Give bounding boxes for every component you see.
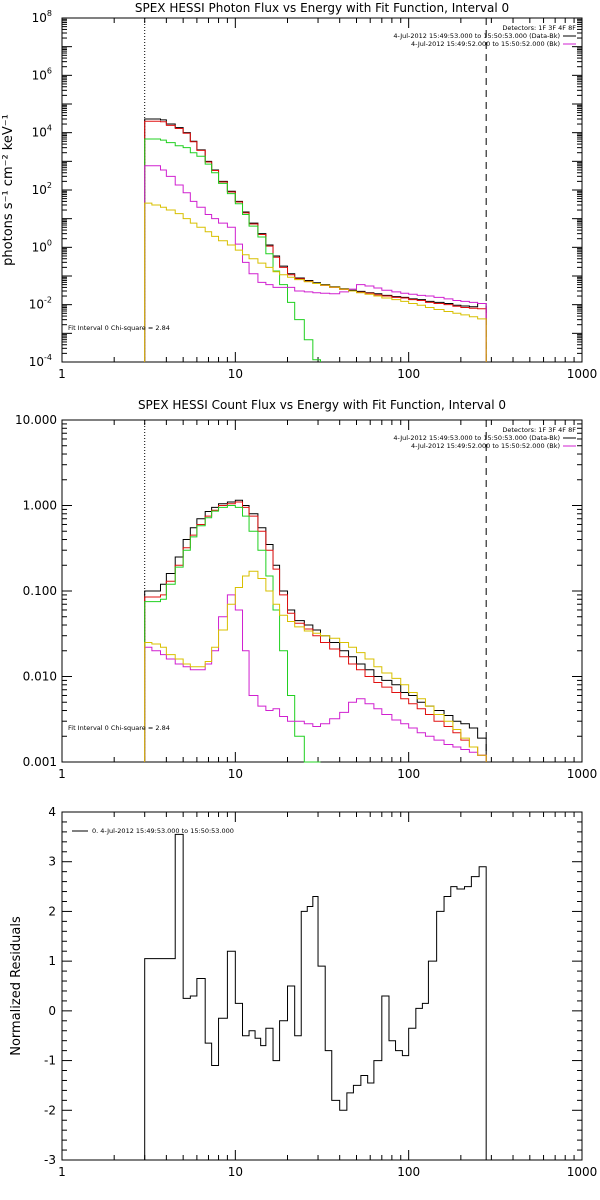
y-tick-label: -3 — [44, 1153, 56, 1167]
time-range-label: 4-Jul-2012 15:49:53.000 to 15:50:53.000 … — [393, 32, 560, 40]
series-line-3 — [144, 138, 321, 362]
x-tick-label: 10 — [228, 1165, 243, 1179]
x-tick-label: 100 — [397, 367, 420, 381]
y-tick-label: 4 — [48, 805, 56, 819]
y-tick-label: 10-2 — [29, 296, 52, 312]
series-line-4 — [144, 165, 487, 362]
fit-summary-label: Fit Interval 0 Chi-square = 2.84 — [68, 724, 170, 732]
series-line-2 — [144, 501, 487, 762]
x-tick-label: 100 — [397, 767, 420, 781]
plot-frame — [61, 419, 583, 763]
x-tick-label: 1000 — [567, 367, 598, 381]
series-line-3 — [144, 505, 321, 763]
y-tick-label: 0.001 — [23, 755, 57, 769]
y-tick-label: 10-4 — [29, 353, 52, 369]
y-tick-label: 0 — [48, 1004, 56, 1018]
x-tick-label: 1000 — [567, 1165, 598, 1179]
time-range-label: 4-Jul-2012 15:49:52.000 to 15:50:52.000 … — [411, 40, 560, 48]
series-line-5 — [144, 570, 487, 762]
y-tick-label: 104 — [32, 124, 52, 140]
y-tick-label: 2 — [48, 904, 56, 918]
y-tick-label: -2 — [44, 1103, 56, 1117]
y-tick-label: 0.010 — [23, 670, 57, 684]
series-line-1 — [144, 833, 487, 1160]
detectors-label: Detectors: 1F 3F 4F 8F — [502, 426, 576, 434]
plot-frame — [61, 811, 583, 1161]
y-tick-label: 1 — [48, 954, 56, 968]
y-tick-label: 106 — [32, 66, 52, 82]
x-tick-label: 1 — [58, 367, 66, 381]
y-tick-label: 0.100 — [23, 584, 57, 598]
series-line-1 — [144, 118, 487, 362]
series-line-5 — [144, 202, 487, 362]
x-tick-label: 10 — [228, 367, 243, 381]
y-tick-label: -1 — [44, 1054, 56, 1068]
y-tick-label: 108 — [32, 9, 52, 25]
x-tick-label: 100 — [397, 1165, 420, 1179]
series-line-4 — [144, 594, 487, 762]
detectors-label: Detectors: 1F 3F 4F 8F — [502, 24, 576, 32]
y-tick-label: 102 — [32, 181, 52, 197]
residuals-legend-label: 0. 4-Jul-2012 15:49:53.000 to 15:50:53.0… — [92, 827, 234, 835]
time-range-label: 4-Jul-2012 15:49:53.000 to 15:50:53.000 … — [393, 434, 560, 442]
x-tick-label: 1 — [58, 1165, 66, 1179]
y-axis-label: Normalized Residuals — [9, 916, 24, 1056]
chart-panel-2: SPEX HESSI Count Flux vs Energy with Fit… — [15, 398, 597, 781]
chart-title: SPEX HESSI Count Flux vs Energy with Fit… — [138, 398, 506, 412]
y-tick-label: 10.000 — [15, 413, 57, 427]
time-range-label: 4-Jul-2012 15:49:52.000 to 15:50:52.000 … — [411, 442, 560, 450]
series-line-2 — [144, 120, 487, 362]
series-line-1 — [144, 499, 487, 762]
fit-summary-label: Fit Interval 0 Chi-square = 2.84 — [68, 324, 170, 332]
y-axis-label: photons s⁻¹ cm⁻² keV⁻¹ — [1, 114, 16, 266]
x-tick-label: 1 — [58, 767, 66, 781]
plot-frame — [61, 17, 583, 363]
y-tick-label: 3 — [48, 855, 56, 869]
x-tick-label: 1000 — [567, 767, 598, 781]
chart-panel-3: 1 10 100 1000 -3 -2 -1 0 1 2 3 4 Normalized Residual… — [9, 805, 597, 1179]
chart-panel-1: SPEX HESSI Photon Flux vs Energy with Fi… — [1, 1, 597, 381]
y-tick-label: 100 — [32, 238, 52, 254]
x-tick-label: 10 — [228, 767, 243, 781]
chart-title: SPEX HESSI Photon Flux vs Energy with Fi… — [135, 1, 509, 15]
y-tick-label: 1.000 — [23, 499, 57, 513]
